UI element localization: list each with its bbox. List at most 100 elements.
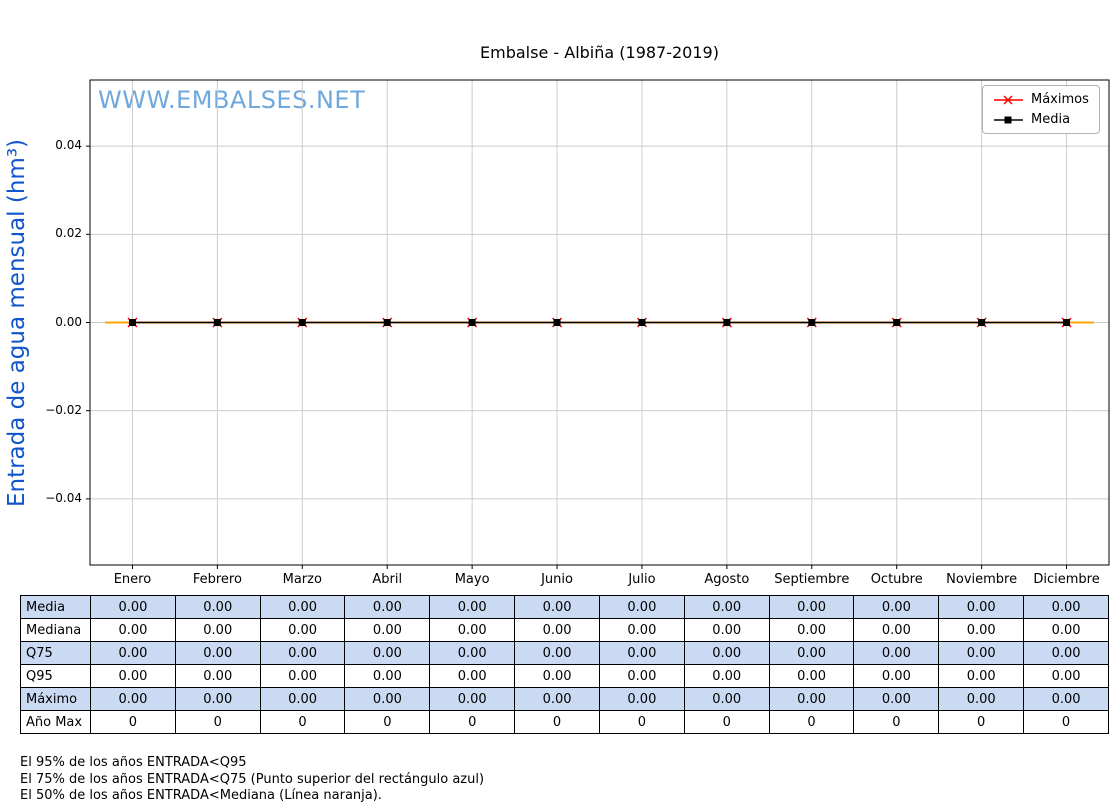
- y-tick-label: −0.04: [45, 490, 82, 505]
- table-cell: 0.00: [344, 687, 431, 711]
- table-cell: 0.00: [174, 664, 261, 688]
- series-media: [128, 319, 1071, 326]
- table-cell: 0.00: [938, 664, 1025, 688]
- table-cell: 0.00: [1023, 687, 1109, 711]
- legend-label: Máximos: [1031, 92, 1089, 107]
- table-cell: 0.00: [174, 618, 261, 642]
- table-cell: 0.00: [514, 641, 600, 665]
- table-cell: 0.00: [853, 687, 940, 711]
- table-cell: 0.00: [429, 664, 516, 688]
- axis-ticks: [86, 145, 1068, 569]
- footnote: El 50% de los años ENTRADA<Mediana (Líne…: [20, 788, 382, 803]
- table-row: Q75 0.00 0.00 0.00 0.00 0.00 0.00 0.00 0.00 0.00 0…: [20, 641, 1109, 665]
- table-row: Año Max 0 0 0 0 0 0 0 0 0 0 0 0: [20, 710, 1109, 734]
- table-cell: 0: [1023, 710, 1109, 734]
- table-row: Máximo 0.00 0.00 0.00 0.00 0.00 0.00 0.00 0.00 0.…: [20, 687, 1109, 711]
- table-cell: 0.00: [683, 687, 770, 711]
- table-cell: 0.00: [429, 641, 516, 665]
- table-row: Media 0.00 0.00 0.00 0.00 0.00 0.00 0.00 0.00 0.0…: [20, 595, 1109, 619]
- table-cell: 0.00: [683, 595, 770, 619]
- table-cell: 0.00: [853, 641, 940, 665]
- legend: Máximos Media: [982, 85, 1100, 134]
- table-cell: 0: [259, 710, 346, 734]
- table-cell: 0: [598, 710, 685, 734]
- x-tick-label: Julio: [628, 572, 656, 587]
- series-maximos: [127, 317, 1072, 328]
- table-cell: 0: [853, 710, 940, 734]
- row-header: Máximo: [20, 687, 91, 711]
- table-cell: 0.00: [259, 641, 346, 665]
- table-cell: 0.00: [344, 664, 431, 688]
- table-cell: 0.00: [598, 618, 685, 642]
- table-cell: 0.00: [344, 618, 431, 642]
- table-cell: 0.00: [344, 641, 431, 665]
- table-cell: 0.00: [259, 595, 346, 619]
- x-marker-icon: [994, 94, 1023, 105]
- row-header: Q75: [20, 641, 91, 665]
- footnote: El 95% de los años ENTRADA<Q95: [20, 755, 247, 770]
- table-cell: 0.00: [938, 595, 1025, 619]
- y-tick-label: 0.02: [55, 226, 82, 241]
- footnote: El 75% de los años ENTRADA<Q75 (Punto su…: [20, 771, 485, 787]
- table-cell: 0.00: [683, 618, 770, 642]
- table-cell: 0.00: [598, 595, 685, 619]
- x-tick-label: Febrero: [192, 572, 242, 587]
- table-cell: 0.00: [768, 687, 855, 711]
- table-cell: 0.00: [259, 664, 346, 688]
- y-tick-label: −0.02: [45, 402, 82, 417]
- table-cell: 0.00: [90, 618, 176, 642]
- table-cell: 0: [90, 710, 176, 734]
- table-cell: 0.00: [90, 664, 176, 688]
- legend-item: Media: [993, 112, 1089, 127]
- square-marker-icon: [994, 116, 1023, 123]
- footnotes: El 95% de los años ENTRADA<Q95 El 75% de …: [20, 755, 484, 805]
- table-cell: 0.00: [259, 618, 346, 642]
- table-cell: 0.00: [90, 641, 176, 665]
- table-cell: 0.00: [90, 687, 176, 711]
- x-tick-label: Junio: [541, 572, 573, 587]
- table-row: Q95 0.00 0.00 0.00 0.00 0.00 0.00 0.00 0.00 0.00 0…: [20, 664, 1109, 688]
- x-tick-label: Noviembre: [946, 572, 1018, 587]
- x-tick-label: Enero: [113, 572, 152, 587]
- table-cell: 0.00: [768, 664, 855, 688]
- legend-label: Media: [1031, 112, 1071, 127]
- table-cell: 0.00: [768, 641, 855, 665]
- table-cell: 0.00: [259, 687, 346, 711]
- watermark: WWW.EMBALSES.NET: [98, 86, 366, 114]
- table-cell: 0.00: [938, 618, 1025, 642]
- x-tick-label: Agosto: [704, 572, 750, 587]
- y-tick-label: 0.04: [55, 138, 82, 153]
- table-cell: 0.00: [853, 618, 940, 642]
- table-cell: 0: [768, 710, 855, 734]
- data-table: Media 0.00 0.00 0.00 0.00 0.00 0.00 0.00 0.00 0.0…: [20, 595, 1109, 734]
- table-cell: 0.00: [1023, 618, 1109, 642]
- table-cell: 0.00: [938, 641, 1025, 665]
- x-tick-label: Mayo: [454, 572, 490, 587]
- row-header: Q95: [20, 664, 91, 688]
- table-cell: 0.00: [598, 664, 685, 688]
- table-cell: 0.00: [938, 687, 1025, 711]
- row-header: Año Max: [20, 710, 91, 734]
- table-cell: 0.00: [1023, 664, 1109, 688]
- table-cell: 0: [174, 710, 261, 734]
- table-cell: 0.00: [429, 687, 516, 711]
- table-cell: 0.00: [344, 595, 431, 619]
- table-cell: 0.00: [514, 595, 600, 619]
- grid: [90, 80, 1109, 565]
- x-tick-label: Septiembre: [774, 572, 850, 587]
- legend-item: Máximos: [993, 92, 1089, 107]
- table-cell: 0: [429, 710, 516, 734]
- table-cell: 0.00: [1023, 595, 1109, 619]
- y-tick-label: 0.00: [55, 314, 82, 329]
- table-cell: 0.00: [853, 664, 940, 688]
- table-cell: 0.00: [514, 664, 600, 688]
- table-cell: 0.00: [90, 595, 176, 619]
- table-cell: 0.00: [598, 641, 685, 665]
- table-cell: 0.00: [514, 618, 600, 642]
- table-cell: 0.00: [514, 687, 600, 711]
- plot-border: [89, 79, 1110, 566]
- table-cell: 0: [938, 710, 1025, 734]
- table-cell: 0.00: [598, 687, 685, 711]
- x-tick-label: Diciembre: [1033, 572, 1100, 587]
